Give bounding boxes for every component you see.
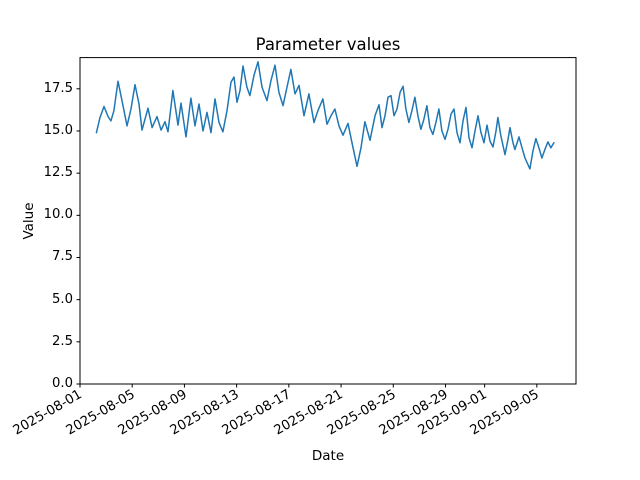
y-tick-label: 2.5 (52, 333, 73, 349)
y-tick-label: 17.5 (43, 80, 73, 96)
y-tick-label: 12.5 (43, 165, 73, 181)
data-series-line (95, 61, 555, 170)
y-tick-label: 7.5 (52, 249, 73, 265)
y-tick-label: 10.0 (43, 207, 73, 223)
axes-spines (79, 57, 577, 385)
chart-title: Parameter values (255, 35, 401, 54)
y-tick-label: 5.0 (52, 291, 73, 307)
x-axis-label: Date (311, 448, 345, 464)
y-tick-label: 15.0 (43, 122, 73, 138)
y-tick-label: 0.0 (52, 376, 73, 391)
